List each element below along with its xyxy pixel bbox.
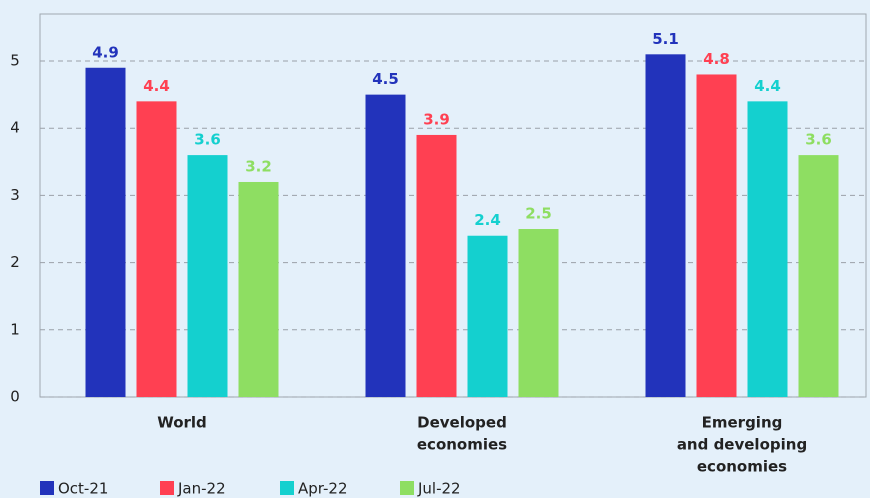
legend-label: Apr-22 bbox=[298, 480, 348, 498]
bar bbox=[365, 94, 406, 397]
bar bbox=[467, 235, 508, 397]
legend-label: Oct-21 bbox=[58, 480, 108, 498]
bar bbox=[747, 101, 788, 397]
y-tick-label: 1 bbox=[10, 320, 20, 338]
bar bbox=[518, 229, 559, 397]
y-tick-label: 3 bbox=[10, 186, 20, 204]
legend-label: Jan-22 bbox=[177, 480, 226, 498]
value-label: 3.6 bbox=[805, 131, 832, 149]
bar bbox=[238, 181, 279, 397]
value-label: 2.4 bbox=[474, 211, 501, 229]
value-label: 4.9 bbox=[92, 43, 119, 61]
y-tick-label: 2 bbox=[10, 253, 20, 271]
legend-swatch bbox=[40, 481, 54, 495]
legend-label: Jul-22 bbox=[417, 480, 461, 498]
value-label: 4.4 bbox=[754, 77, 781, 95]
bar bbox=[187, 155, 228, 397]
legend-swatch bbox=[160, 481, 174, 495]
bar bbox=[136, 101, 177, 397]
value-label: 3.9 bbox=[423, 110, 450, 128]
x-tick-label: Developed bbox=[417, 414, 507, 432]
y-tick-label: 4 bbox=[10, 119, 20, 137]
y-tick-label: 0 bbox=[10, 388, 20, 406]
value-label: 3.6 bbox=[194, 131, 221, 149]
x-tick-label: economies bbox=[417, 436, 507, 454]
value-label: 2.5 bbox=[525, 205, 552, 223]
value-label: 4.5 bbox=[372, 70, 399, 88]
bar bbox=[645, 54, 686, 397]
bar bbox=[416, 134, 457, 397]
x-tick-label: World bbox=[157, 414, 207, 432]
legend-swatch bbox=[400, 481, 414, 495]
x-tick-label: economies bbox=[697, 458, 787, 476]
value-label: 5.1 bbox=[652, 30, 679, 48]
x-tick-label: Emerging bbox=[702, 414, 783, 432]
bar bbox=[798, 155, 839, 397]
x-tick-label: and developing bbox=[677, 436, 807, 454]
y-tick-label: 5 bbox=[10, 52, 20, 70]
legend-swatch bbox=[280, 481, 294, 495]
value-label: 4.4 bbox=[143, 77, 170, 95]
bar bbox=[696, 74, 737, 397]
bar bbox=[85, 67, 126, 397]
value-label: 3.2 bbox=[245, 157, 272, 175]
value-label: 4.8 bbox=[703, 50, 730, 68]
